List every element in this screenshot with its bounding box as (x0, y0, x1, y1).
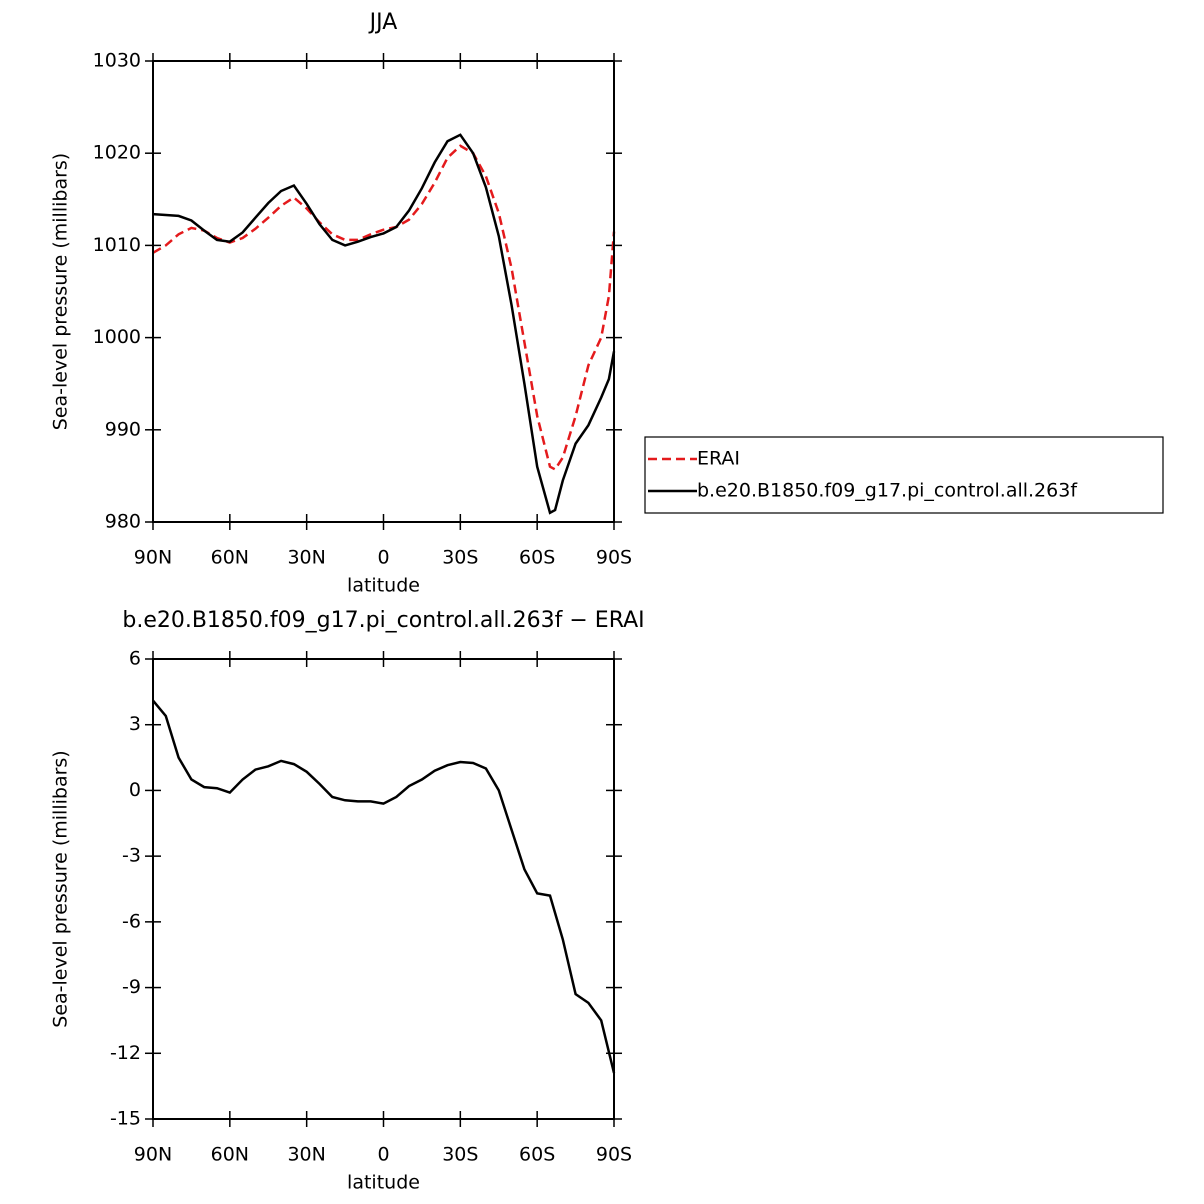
y-tick-label: -15 (110, 1108, 141, 1130)
x-tick-label: 30N (287, 1144, 325, 1166)
data-line (152, 133, 616, 515)
legend-label: ERAI (697, 448, 740, 470)
chart-title: b.e20.B1850.f09_g17.pi_control.all.263f … (122, 608, 644, 633)
plot-frame (152, 60, 615, 523)
data-line (152, 699, 616, 1074)
x-tick-label: 90S (596, 1144, 632, 1166)
x-tick-label: 30S (442, 547, 478, 569)
y-tick-label: 980 (105, 511, 141, 533)
data-line (152, 144, 616, 472)
x-tick-label: 60S (519, 547, 555, 569)
x-tick-label: 30N (287, 547, 325, 569)
legend-label: b.e20.B1850.f09_g17.pi_control.all.263f (697, 480, 1078, 502)
y-tick-label: 6 (129, 648, 141, 670)
legend-box (644, 436, 1164, 514)
y-tick-label: 0 (129, 779, 141, 801)
chart-title: JJA (368, 10, 398, 35)
x-tick-label: 60S (519, 1144, 555, 1166)
y-tick-label: -3 (122, 845, 141, 867)
y-tick-label: -9 (122, 976, 141, 998)
y-tick-label: 1010 (93, 234, 141, 256)
x-tick-label: 0 (377, 1144, 389, 1166)
x-tick-label: 90N (134, 547, 172, 569)
y-tick-label: -12 (110, 1042, 141, 1064)
y-tick-label: -6 (122, 910, 141, 932)
x-axis-label: latitude (347, 575, 420, 597)
y-tick-label: 990 (105, 418, 141, 440)
y-tick-label: 1030 (93, 50, 141, 72)
x-tick-label: 60N (211, 1144, 249, 1166)
x-tick-label: 90N (134, 1144, 172, 1166)
plot-frame (152, 658, 615, 1120)
y-tick-label: 3 (129, 713, 141, 735)
y-axis-label: Sea-level pressure (millibars) (50, 750, 72, 1027)
x-axis-label: latitude (347, 1172, 420, 1194)
x-tick-label: 30S (442, 1144, 478, 1166)
x-tick-label: 90S (596, 547, 632, 569)
y-axis-label: Sea-level pressure (millibars) (50, 153, 72, 430)
x-tick-label: 60N (211, 547, 249, 569)
x-tick-label: 0 (377, 547, 389, 569)
y-tick-label: 1020 (93, 142, 141, 164)
y-tick-label: 1000 (93, 326, 141, 348)
